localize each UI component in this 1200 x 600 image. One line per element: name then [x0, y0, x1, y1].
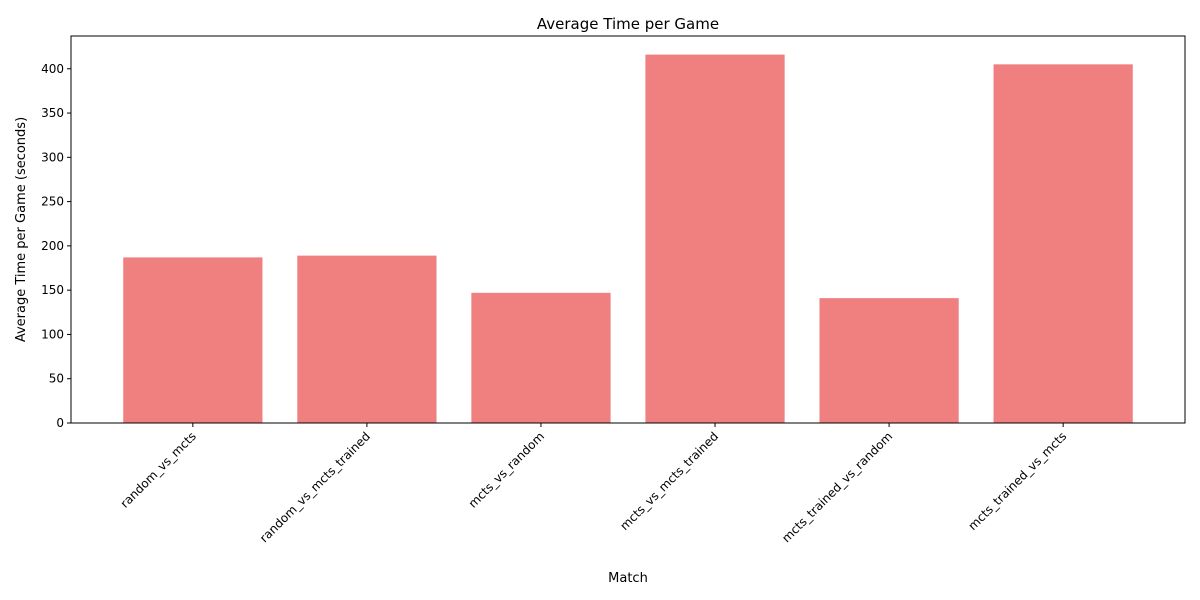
y-tick-label: 150 — [41, 283, 64, 297]
bars — [123, 54, 1133, 423]
bar-random_vs_mcts — [123, 257, 263, 423]
x-tick-label: mcts_vs_mcts_trained — [617, 429, 721, 533]
y-tick-label: 200 — [41, 239, 64, 253]
y-tick-label: 0 — [56, 416, 64, 430]
chart-title: Average Time per Game — [537, 15, 719, 33]
x-axis-label: Match — [608, 571, 648, 586]
x-tick-label: mcts_vs_random — [466, 429, 547, 510]
bar-mcts_vs_random — [471, 292, 611, 423]
y-tick-label: 100 — [41, 327, 64, 341]
x-tick-label: random_vs_mcts_trained — [257, 429, 373, 545]
x-axis-ticks: random_vs_mcts random_vs_mcts_trained mcts… — [118, 423, 1069, 545]
x-tick-label: random_vs_mcts — [118, 429, 199, 510]
y-tick-label: 300 — [41, 150, 64, 164]
plot-frame — [70, 35, 1186, 424]
x-tick-label: mcts_trained_vs_mcts — [965, 429, 1069, 533]
y-tick-label: 400 — [41, 62, 64, 76]
y-tick-label: 250 — [41, 195, 64, 209]
bar-random_vs_mcts_trained — [297, 255, 437, 423]
bar-mcts_vs_mcts_trained — [645, 54, 785, 423]
y-tick-label: 50 — [49, 372, 64, 386]
bar-mcts_trained_vs_mcts — [993, 64, 1133, 423]
y-axis-ticks: 0 50 100 150 200 250 300 350 400 — [41, 62, 71, 430]
y-tick-label: 350 — [41, 106, 64, 120]
y-axis-label: Average Time per Game (seconds) — [14, 117, 29, 342]
bar-mcts_trained_vs_random — [819, 298, 959, 423]
x-tick-label: mcts_trained_vs_random — [779, 429, 895, 545]
